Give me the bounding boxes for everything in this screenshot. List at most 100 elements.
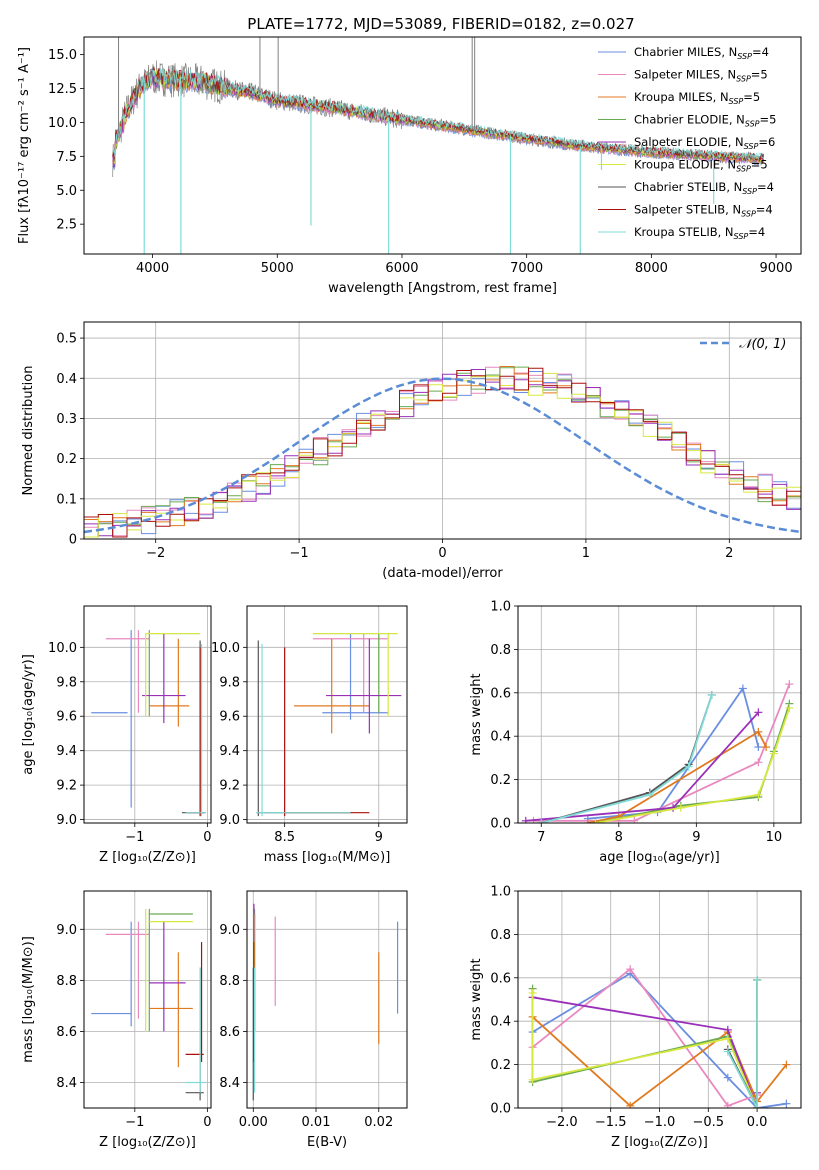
y-tick-label: 10.0 bbox=[48, 116, 77, 131]
legend-label: Kroupa ELODIE, N bbox=[634, 158, 736, 172]
x-tick-label: −1 bbox=[125, 830, 144, 845]
residual-histogram-step bbox=[84, 367, 801, 539]
legend-value: =5 bbox=[743, 90, 760, 104]
legend-label: Salpeter ELODIE, N bbox=[634, 135, 744, 149]
legend-entry: Salpeter STELIB, NSSP=4 bbox=[634, 203, 773, 219]
mass-vs-EBV-panel: 0.00 0.01 0.02 8.4 8.6 8.8 9.0 E(B-V) bbox=[219, 890, 408, 1150]
mass-weight-point-marker bbox=[591, 819, 600, 823]
y-tick-label: 9.2 bbox=[219, 779, 240, 794]
x-axis-label: E(B-V) bbox=[307, 1135, 347, 1150]
legend-label: Chabrier MILES, N bbox=[634, 45, 737, 59]
y-tick-label: 0.5 bbox=[56, 332, 77, 347]
model-spectrum-line bbox=[112, 68, 764, 164]
y-tick-label: 8.4 bbox=[219, 1076, 240, 1091]
legend-subscript: SSP bbox=[734, 232, 749, 241]
model-spectrum-line bbox=[112, 67, 764, 160]
mass-weight-series-line bbox=[532, 967, 758, 1107]
mass-weight-series-line bbox=[541, 694, 713, 823]
y-tick-label: 0.6 bbox=[490, 686, 511, 701]
y-tick-label: 8.6 bbox=[219, 1025, 240, 1040]
x-axis-label: wavelength [Angstrom, rest frame] bbox=[328, 281, 557, 296]
legend-entry: Chabrier STELIB, NSSP=4 bbox=[634, 180, 774, 196]
x-axis-label: Z [log₁₀(Z/Z⊙)] bbox=[99, 1135, 196, 1150]
plot-area bbox=[91, 908, 206, 1101]
y-tick-label: 9.0 bbox=[219, 923, 240, 938]
legend-subscript: SSP bbox=[736, 75, 751, 84]
mass-weight-vs-Z-panel: −2.0 −1.5 −1.0 −0.5 0.0 0.0 0.2 0.4 0.6 0.8 1.0 Z [… bbox=[469, 885, 802, 1150]
mass-weight-point-marker bbox=[723, 1073, 732, 1082]
mass-weight-point-marker bbox=[521, 816, 530, 823]
y-tick-label: 0.4 bbox=[490, 730, 511, 745]
y-tick-label: 0.0 bbox=[490, 817, 511, 832]
x-axis-label: (data-model)/error bbox=[382, 566, 503, 581]
y-tick-label: 9.2 bbox=[56, 779, 77, 794]
legend-label: Kroupa STELIB, N bbox=[634, 225, 734, 239]
y-tick-label: 10.0 bbox=[48, 641, 77, 656]
x-axis-label: Z [log₁₀(Z/Z⊙)] bbox=[99, 850, 196, 865]
x-tick-label: 0 bbox=[203, 1115, 211, 1130]
y-tick-label: 0.6 bbox=[490, 971, 511, 986]
mass-weight-point-marker bbox=[753, 975, 762, 984]
x-tick-label: 5000 bbox=[261, 261, 294, 276]
axes-frame bbox=[246, 605, 408, 824]
y-tick-label: 2.5 bbox=[56, 218, 77, 233]
mass-weight-point-marker bbox=[785, 703, 794, 712]
y-tick-label: 0.2 bbox=[56, 452, 77, 467]
y-tick-label: 9.6 bbox=[219, 710, 240, 725]
y-axis-label: mass weight bbox=[469, 673, 484, 755]
mass-weight-point-marker bbox=[762, 743, 771, 752]
x-tick-label: 0.00 bbox=[239, 1115, 268, 1130]
x-tick-label: 0 bbox=[438, 546, 446, 561]
legend-subscript: SSP bbox=[736, 165, 751, 174]
grid-layer bbox=[84, 891, 211, 1108]
legend-subscript: SSP bbox=[737, 52, 752, 61]
mass-weight-point-marker bbox=[528, 988, 537, 997]
legend-subscript: SSP bbox=[729, 97, 744, 106]
y-tick-label: 0.8 bbox=[490, 928, 511, 943]
y-tick-label: 0.4 bbox=[56, 372, 77, 387]
x-tick-label: 9 bbox=[692, 830, 700, 845]
x-tick-label: 0.01 bbox=[302, 1115, 331, 1130]
axes-frame bbox=[83, 890, 212, 1109]
mass-weight-point-marker bbox=[754, 708, 763, 717]
mass-weight-series-line bbox=[727, 980, 758, 1108]
x-tick-label: 7 bbox=[537, 830, 545, 845]
legend-value: =6 bbox=[758, 135, 775, 149]
x-tick-label: 8.5 bbox=[274, 830, 295, 845]
y-tick-label: 10.0 bbox=[211, 641, 240, 656]
y-axis-label: mass weight bbox=[469, 958, 484, 1040]
x-tick-label: 10 bbox=[766, 830, 783, 845]
age-vs-mass-panel: 8.5 9 9.0 9.2 9.4 9.6 9.8 10.0 mass [log₁₀(M/M⊙)… bbox=[211, 605, 408, 865]
y-tick-label: 0.3 bbox=[56, 412, 77, 427]
y-tick-label: 0.1 bbox=[56, 492, 77, 507]
x-tick-label: 8000 bbox=[635, 261, 668, 276]
plot-area bbox=[521, 680, 794, 823]
legend-label: Chabrier STELIB, N bbox=[634, 180, 742, 194]
legend-subscript: SSP bbox=[744, 142, 759, 151]
y-tick-label: 0.2 bbox=[490, 773, 511, 788]
mass-weight-point-marker bbox=[738, 684, 747, 693]
x-tick-label: 9000 bbox=[760, 261, 793, 276]
y-tick-label: 9.0 bbox=[56, 813, 77, 828]
x-tick-label: 4000 bbox=[136, 261, 169, 276]
legend-value: =4 bbox=[752, 45, 769, 59]
y-tick-label: 0.4 bbox=[490, 1015, 511, 1030]
x-tick-label: −1 bbox=[125, 1115, 144, 1130]
legend-label: Salpeter MILES, N bbox=[634, 68, 736, 82]
x-tick-label: 0.0 bbox=[747, 1115, 768, 1130]
mass-weight-point-marker bbox=[723, 1101, 732, 1108]
y-tick-label: 7.5 bbox=[56, 150, 77, 165]
x-tick-label: −1 bbox=[290, 546, 309, 561]
x-tick-label: 2 bbox=[725, 546, 733, 561]
legend-label: Kroupa MILES, N bbox=[634, 90, 729, 104]
age-vs-Z-panel: −1 0 9.0 9.2 9.4 9.6 9.8 10.0 Z [log₁₀(Z/Z⊙)] age… bbox=[21, 605, 212, 865]
mass-weight-series-line bbox=[587, 730, 767, 823]
mass-vs-Z-panel: −1 0 8.4 8.6 8.8 9.0 Z [log₁₀(Z/Z⊙)] mass [log₁… bbox=[21, 890, 212, 1150]
mass-weight-point-marker bbox=[754, 758, 763, 767]
y-tick-label: 9.6 bbox=[56, 710, 77, 725]
legend-entry: Kroupa MILES, NSSP=5 bbox=[634, 90, 760, 106]
mass-weight-point-marker bbox=[626, 1101, 635, 1108]
mass-weight-point-marker bbox=[782, 1099, 791, 1108]
y-tick-label: 9.4 bbox=[56, 744, 77, 759]
x-tick-label: 7000 bbox=[510, 261, 543, 276]
